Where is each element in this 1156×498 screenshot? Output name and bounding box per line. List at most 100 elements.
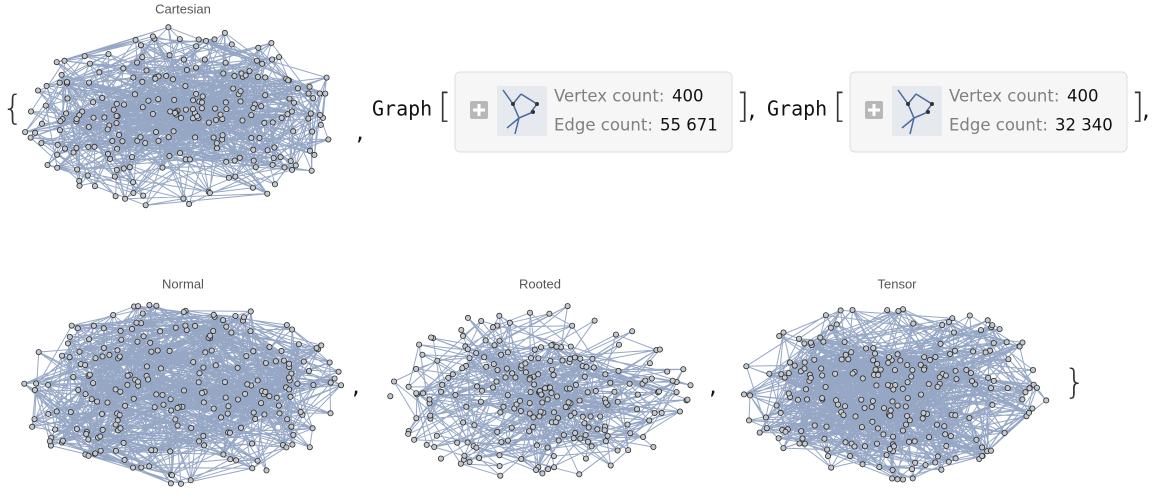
vertex	[650, 443, 657, 450]
vertex	[943, 442, 950, 449]
expand-button[interactable]	[470, 101, 488, 119]
vertex	[82, 391, 89, 398]
vertex	[309, 425, 316, 432]
vertex	[113, 120, 120, 127]
vertex	[576, 397, 583, 404]
vertex	[616, 341, 623, 348]
vertex	[96, 69, 103, 76]
vertex	[838, 356, 845, 363]
vertex	[614, 447, 621, 454]
vertex	[248, 112, 255, 119]
vertex	[165, 24, 172, 31]
vertex	[587, 413, 594, 420]
vertex	[602, 371, 609, 378]
vertex	[147, 339, 154, 346]
vertex	[1016, 343, 1023, 350]
vertex	[250, 409, 257, 416]
open-brace: {	[2, 89, 24, 129]
vertex	[785, 390, 792, 397]
vertex	[201, 56, 208, 63]
vertex	[92, 183, 99, 190]
vertex	[316, 90, 323, 97]
vertex	[886, 446, 893, 453]
vertex	[747, 392, 754, 399]
vertex	[53, 59, 60, 66]
vertex	[139, 104, 146, 111]
vertex	[581, 373, 588, 380]
vertex	[583, 363, 590, 370]
vertex	[134, 338, 141, 345]
vertex	[473, 349, 480, 356]
vertex	[590, 364, 597, 371]
edge-label: Edge count:	[554, 116, 653, 135]
vertex	[828, 464, 835, 471]
vertex	[269, 119, 276, 126]
vertex	[163, 72, 170, 79]
vertex	[112, 386, 119, 393]
vertex	[129, 464, 136, 471]
vertex	[947, 350, 954, 357]
vertex	[86, 336, 93, 343]
vertex	[840, 412, 847, 419]
vertex	[91, 143, 98, 150]
vertex	[842, 439, 849, 446]
graph-plots	[21, 24, 1050, 487]
vertex	[544, 444, 551, 451]
vertex	[242, 72, 249, 79]
vertex	[220, 70, 227, 77]
vertex	[437, 388, 444, 395]
vertex	[254, 74, 261, 81]
vertex	[497, 472, 504, 479]
vertex	[192, 64, 199, 71]
vertex	[149, 33, 156, 40]
vertex	[250, 157, 257, 164]
vertex	[70, 149, 77, 156]
vertex	[881, 405, 888, 412]
vertex	[172, 416, 179, 423]
vertex	[271, 181, 278, 188]
vertex	[239, 117, 246, 124]
vertex	[193, 90, 200, 97]
vertex	[306, 147, 313, 154]
vertex	[796, 335, 803, 342]
vertex	[198, 105, 205, 112]
vertex	[938, 466, 945, 473]
vertex	[551, 464, 558, 471]
vertex	[76, 348, 83, 355]
vertex	[903, 421, 910, 428]
vertex	[196, 370, 203, 377]
vertex	[202, 37, 209, 44]
vertex	[849, 306, 856, 313]
vertex	[592, 387, 599, 394]
expand-button[interactable]	[865, 101, 883, 119]
vertex	[121, 456, 128, 463]
vertex	[223, 323, 230, 330]
vertex	[426, 396, 433, 403]
vertex	[117, 425, 124, 432]
vertex	[224, 410, 231, 417]
vertex	[743, 363, 750, 370]
vertex	[222, 394, 229, 401]
vertex	[54, 141, 61, 148]
vertex	[198, 389, 205, 396]
vertex	[952, 367, 959, 374]
vertex	[909, 475, 916, 482]
vertex	[35, 87, 42, 94]
vertex	[73, 116, 80, 123]
vertex	[310, 95, 317, 102]
vertex	[290, 431, 297, 438]
vertex	[212, 117, 219, 124]
vertex	[107, 155, 114, 162]
vertex	[820, 338, 827, 345]
vertex	[234, 396, 241, 403]
vertex	[63, 110, 70, 117]
vertex	[292, 162, 299, 169]
plot-title: Cartesian	[155, 1, 211, 16]
vertex	[234, 364, 241, 371]
vertex	[890, 443, 897, 450]
vertex	[988, 447, 995, 454]
vertex	[781, 374, 788, 381]
vertex	[92, 450, 99, 457]
vertex	[979, 452, 986, 459]
vertex	[496, 312, 503, 319]
